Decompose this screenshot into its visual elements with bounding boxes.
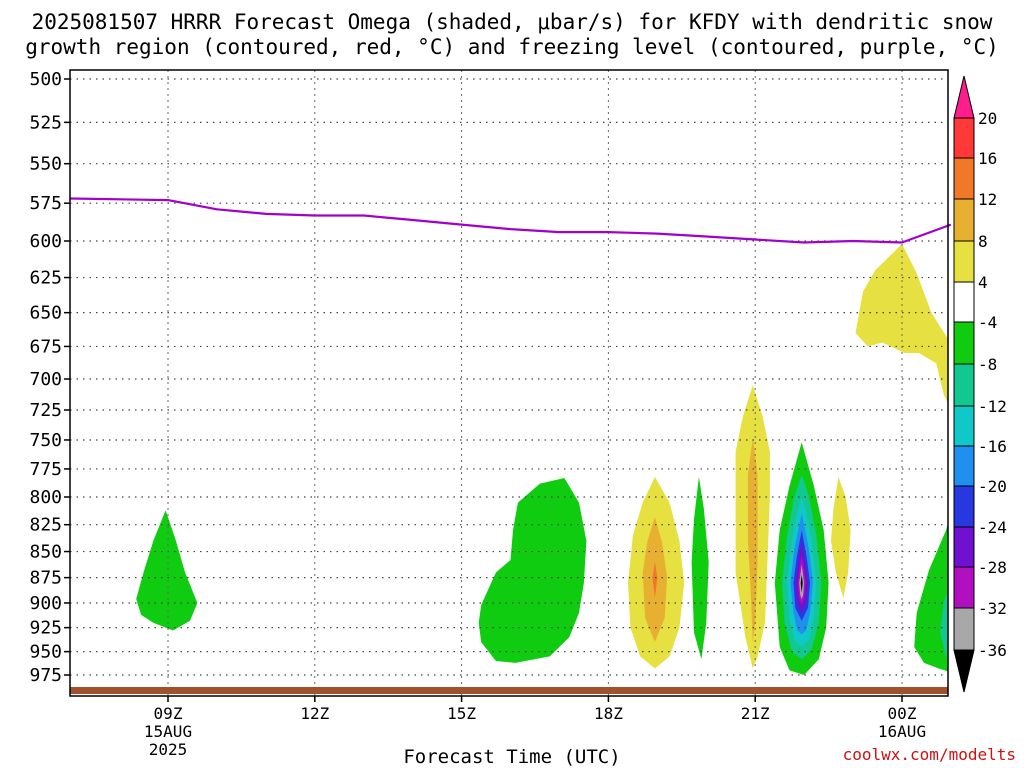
freezing-level-layer bbox=[70, 197, 952, 244]
x-axis-title: Forecast Time (UTC) bbox=[403, 746, 621, 768]
x-tick-label-18Z: 18Z bbox=[594, 704, 623, 723]
y-tick-label-600: 600 bbox=[29, 231, 62, 252]
y-tick-label-950: 950 bbox=[29, 642, 62, 663]
y-axis: 500 525 550 575 600 625 650 675 700 725 750 775 800 8… bbox=[29, 69, 70, 686]
omega-region-7 bbox=[747, 437, 758, 643]
colorbar-label-2: 12 bbox=[978, 190, 997, 209]
y-tick-label-575: 575 bbox=[29, 193, 62, 214]
omega-region-5 bbox=[691, 476, 709, 660]
colorbar-bin-3 bbox=[953, 198, 975, 242]
colorbar-bin-5 bbox=[953, 281, 975, 323]
colorbar-top-arrow bbox=[953, 75, 975, 119]
x-tick-label-15Z: 15Z bbox=[447, 704, 476, 723]
colorbar-label-9: -20 bbox=[978, 477, 1007, 496]
colorbar-label-3: 8 bbox=[978, 232, 988, 251]
ground-strip bbox=[70, 687, 948, 694]
colorbar-bin-4 bbox=[953, 240, 975, 283]
x-tick-label-12Z: 12Z bbox=[300, 704, 329, 723]
credit-link[interactable]: coolwx.com/modelts bbox=[842, 745, 1016, 764]
x-tick-label-09Z: 09Z bbox=[154, 704, 183, 723]
x-tick-date-00Z: 16AUG bbox=[878, 722, 926, 741]
ground-layer bbox=[70, 687, 948, 694]
colorbar-label-12: -32 bbox=[978, 599, 1007, 618]
colorbar-label-4: 4 bbox=[978, 273, 988, 292]
colorbar-bin-8 bbox=[953, 405, 975, 447]
omega-regions bbox=[136, 244, 948, 675]
y-tick-label-500: 500 bbox=[29, 69, 62, 90]
colorbar-label-6: -8 bbox=[978, 355, 997, 374]
colorbar-bin-2 bbox=[953, 157, 975, 200]
colorbar-bin-1 bbox=[953, 117, 975, 159]
y-tick-label-800: 800 bbox=[29, 487, 62, 508]
colorbar-label-0: 20 bbox=[978, 109, 997, 128]
y-tick-label-850: 850 bbox=[29, 542, 62, 563]
colorbar-label-13: -36 bbox=[978, 641, 1007, 660]
omega-region-4 bbox=[652, 562, 658, 598]
colorbar-label-8: -16 bbox=[978, 437, 1007, 456]
omega-shading-layer bbox=[136, 244, 948, 675]
y-tick-label-550: 550 bbox=[29, 154, 62, 175]
y-tick-label-900: 900 bbox=[29, 593, 62, 614]
omega-region-18 bbox=[855, 244, 948, 404]
plot-frame-layer bbox=[69, 69, 949, 697]
chart-title-line1: 2025081507 HRRR Forecast Omega (shaded, … bbox=[31, 10, 993, 34]
colorbar-label-1: 16 bbox=[978, 149, 997, 168]
colorbar-bin-12 bbox=[953, 566, 975, 609]
omega-region-20 bbox=[940, 589, 948, 659]
colorbar-bottom-arrow bbox=[953, 649, 975, 693]
colorbar-bin-10 bbox=[953, 485, 975, 528]
y-tick-label-725: 725 bbox=[29, 400, 62, 421]
colorbar-label-10: -24 bbox=[978, 518, 1007, 537]
colorbar-bin-13 bbox=[953, 607, 975, 651]
colorbar-label-7: -12 bbox=[978, 397, 1007, 416]
grid-layer bbox=[70, 70, 948, 696]
plot-frame bbox=[69, 69, 949, 697]
freezing-level-line bbox=[70, 197, 952, 244]
colorbar-bin-7 bbox=[953, 363, 975, 407]
y-tick-label-525: 525 bbox=[29, 112, 62, 133]
y-tick-label-750: 750 bbox=[29, 430, 62, 451]
y-tick-label-975: 975 bbox=[29, 665, 62, 686]
x-tick-label-00Z: 00Z bbox=[888, 704, 917, 723]
y-tick-label-675: 675 bbox=[29, 336, 62, 357]
colorbar: 20 16 12 8 4 -4 -8 -12 -16 -20 -24 -28 -32 -36 bbox=[953, 75, 1007, 693]
omega-region-1 bbox=[478, 478, 587, 663]
x-tick-label-21Z: 21Z bbox=[741, 704, 770, 723]
x-tick-year-09Z: 2025 bbox=[149, 740, 188, 759]
chart-title-line2: growth region (contoured, red, °C) and f… bbox=[25, 35, 999, 59]
y-tick-label-625: 625 bbox=[29, 268, 62, 289]
omega-region-17 bbox=[831, 476, 851, 598]
omega-region-16 bbox=[800, 574, 803, 593]
y-tick-label-825: 825 bbox=[29, 515, 62, 536]
colorbar-bin-6 bbox=[953, 321, 975, 365]
omega-region-0 bbox=[136, 510, 198, 631]
y-tick-label-650: 650 bbox=[29, 303, 62, 324]
y-tick-label-775: 775 bbox=[29, 459, 62, 480]
colorbar-label-11: -28 bbox=[978, 558, 1007, 577]
x-tick-date-09Z: 15AUG bbox=[144, 722, 192, 741]
omega-region-19 bbox=[914, 523, 948, 672]
y-tick-label-875: 875 bbox=[29, 568, 62, 589]
colorbar-bin-9 bbox=[953, 445, 975, 487]
colorbar-label-5: -4 bbox=[978, 313, 997, 332]
y-tick-label-925: 925 bbox=[29, 618, 62, 639]
y-tick-label-700: 700 bbox=[29, 369, 62, 390]
colorbar-bin-11 bbox=[953, 526, 975, 568]
